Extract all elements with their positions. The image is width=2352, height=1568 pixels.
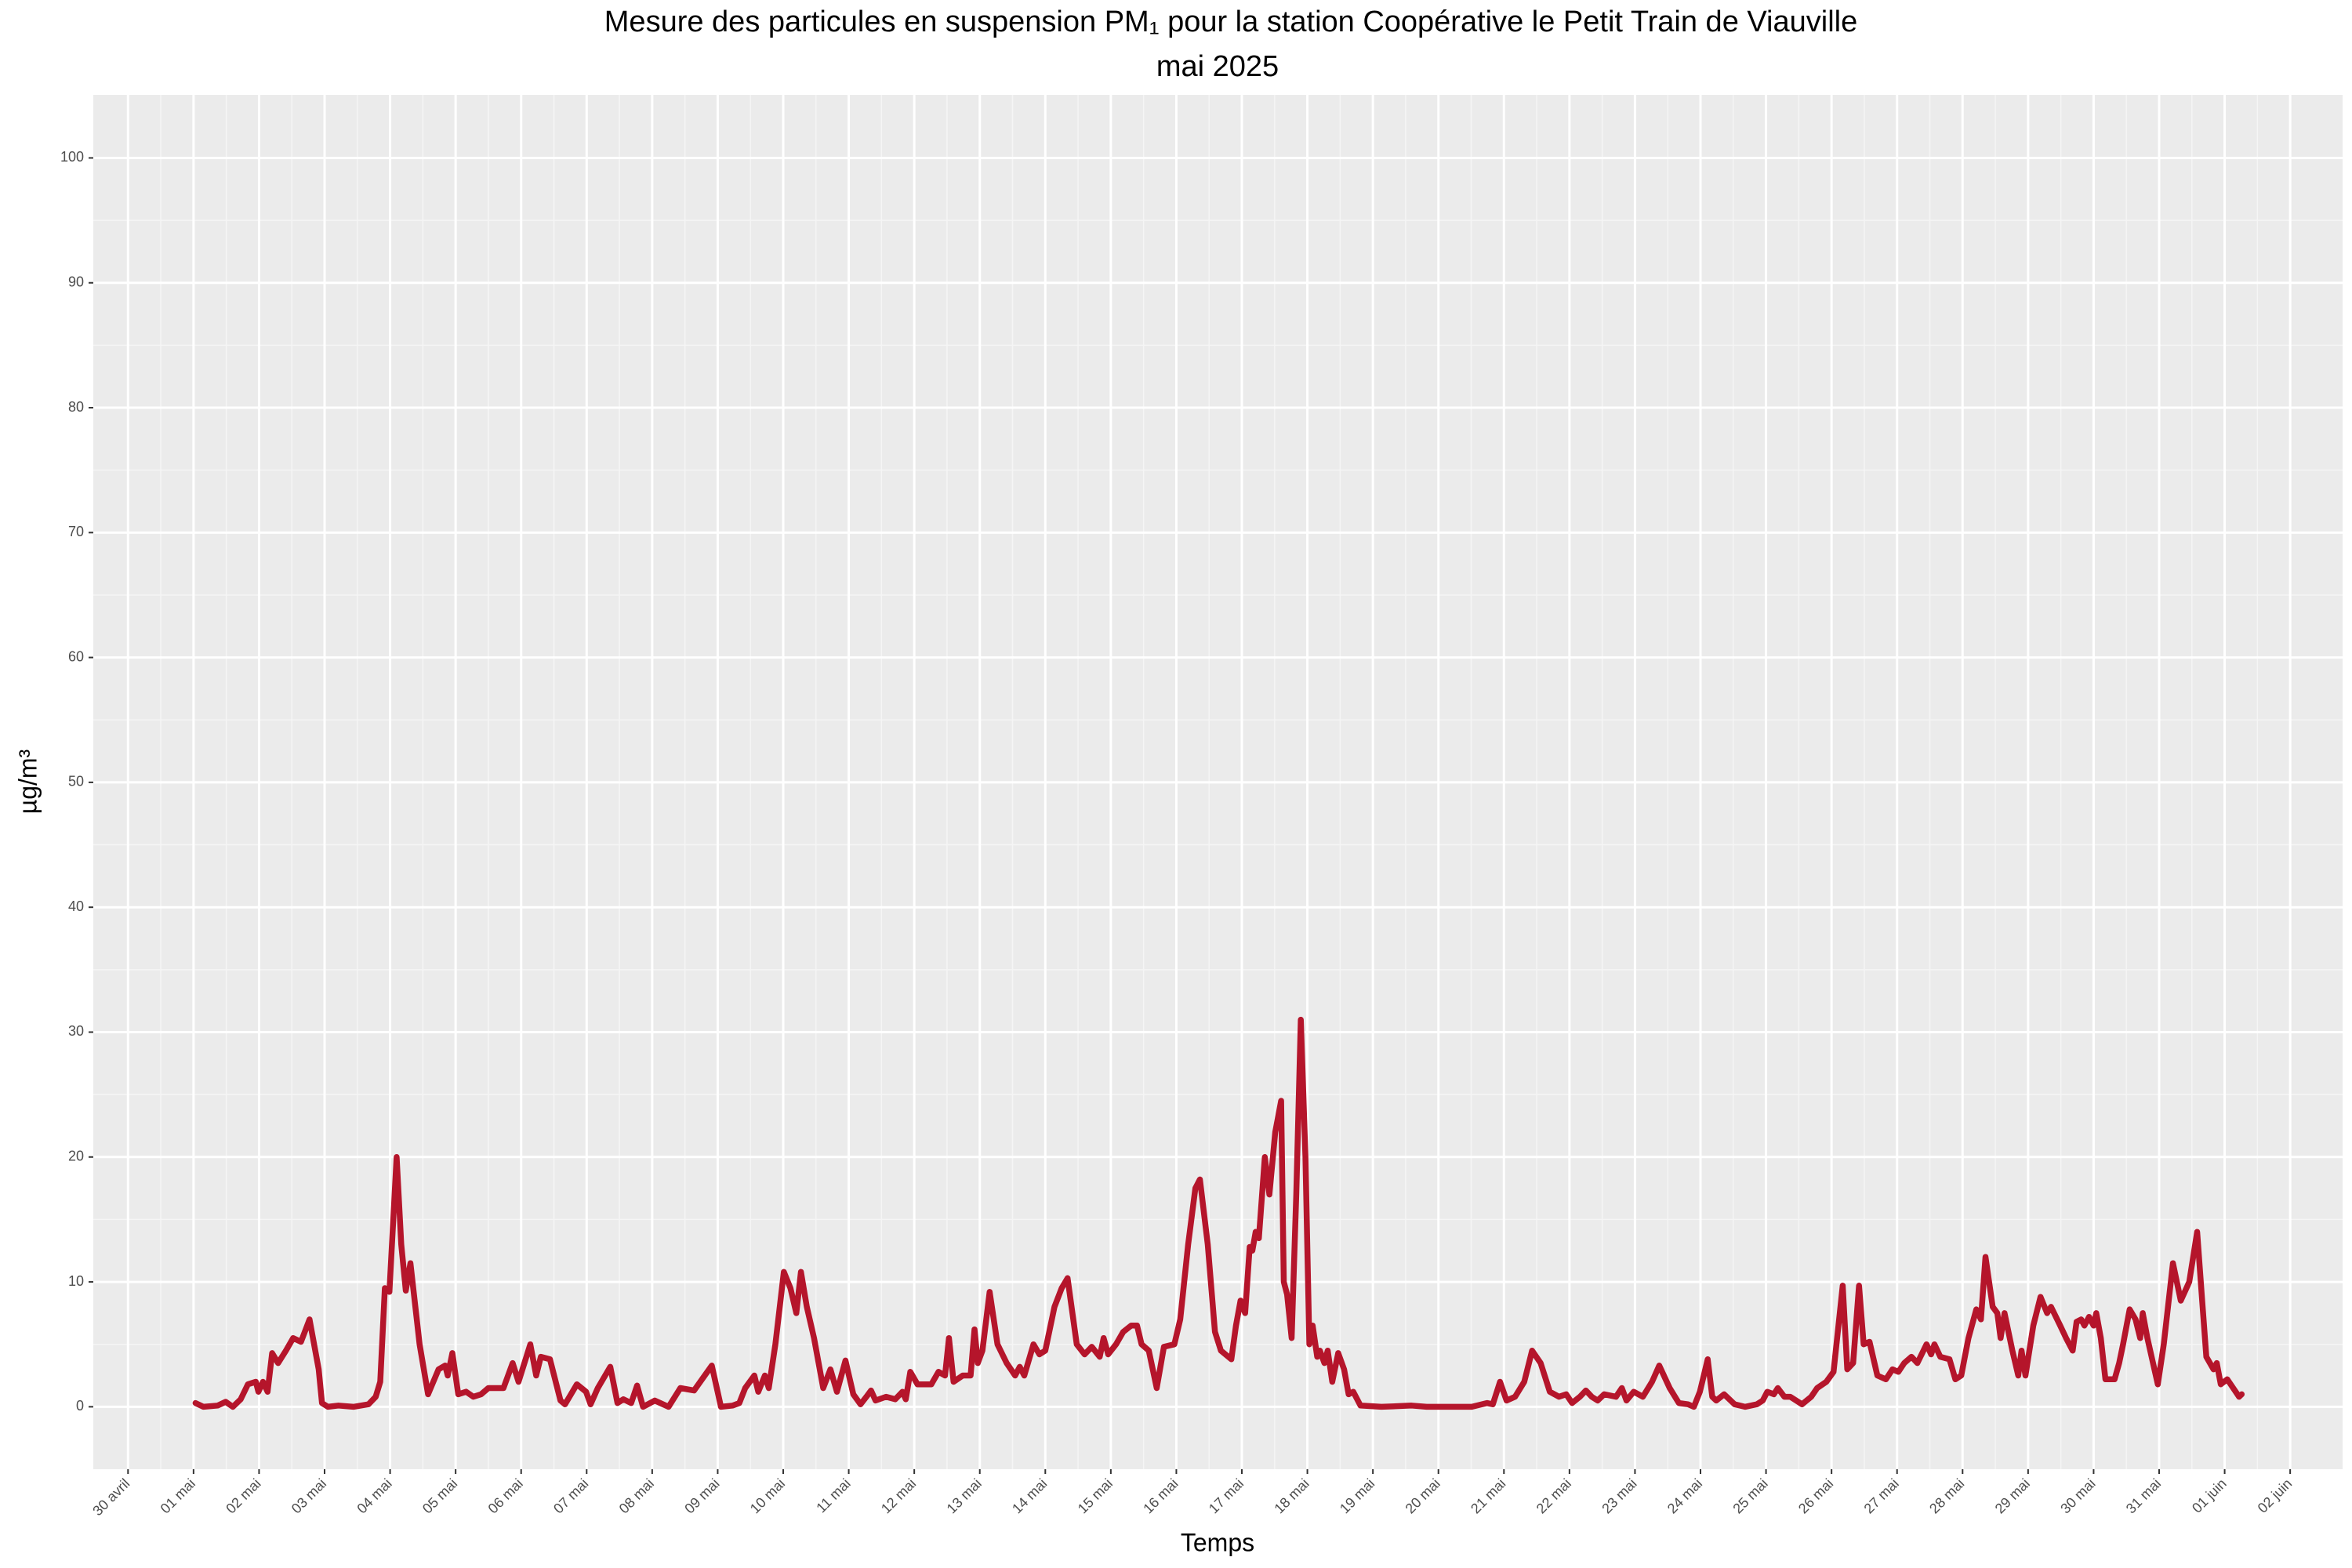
y-tick-label: 40 [68,898,84,914]
x-axis-title: Temps [1181,1528,1254,1556]
chart-subtitle: mai 2025 [1156,50,1279,83]
y-tick-label: 90 [68,274,84,289]
y-tick-label: 30 [68,1023,84,1039]
y-tick-label: 70 [68,524,84,539]
y-tick-label: 50 [68,774,84,789]
y-axis-title: µg/m³ [13,749,42,814]
y-tick-label: 60 [68,648,84,664]
y-tick-label: 100 [60,149,84,165]
y-tick-label: 10 [68,1273,84,1289]
data-line [192,1016,2245,1410]
y-tick-label: 0 [76,1398,84,1414]
chart-title: Mesure des particules en suspension PM₁ … [604,5,1857,38]
y-tick-label: 80 [68,399,84,415]
y-tick-label: 20 [68,1149,84,1164]
